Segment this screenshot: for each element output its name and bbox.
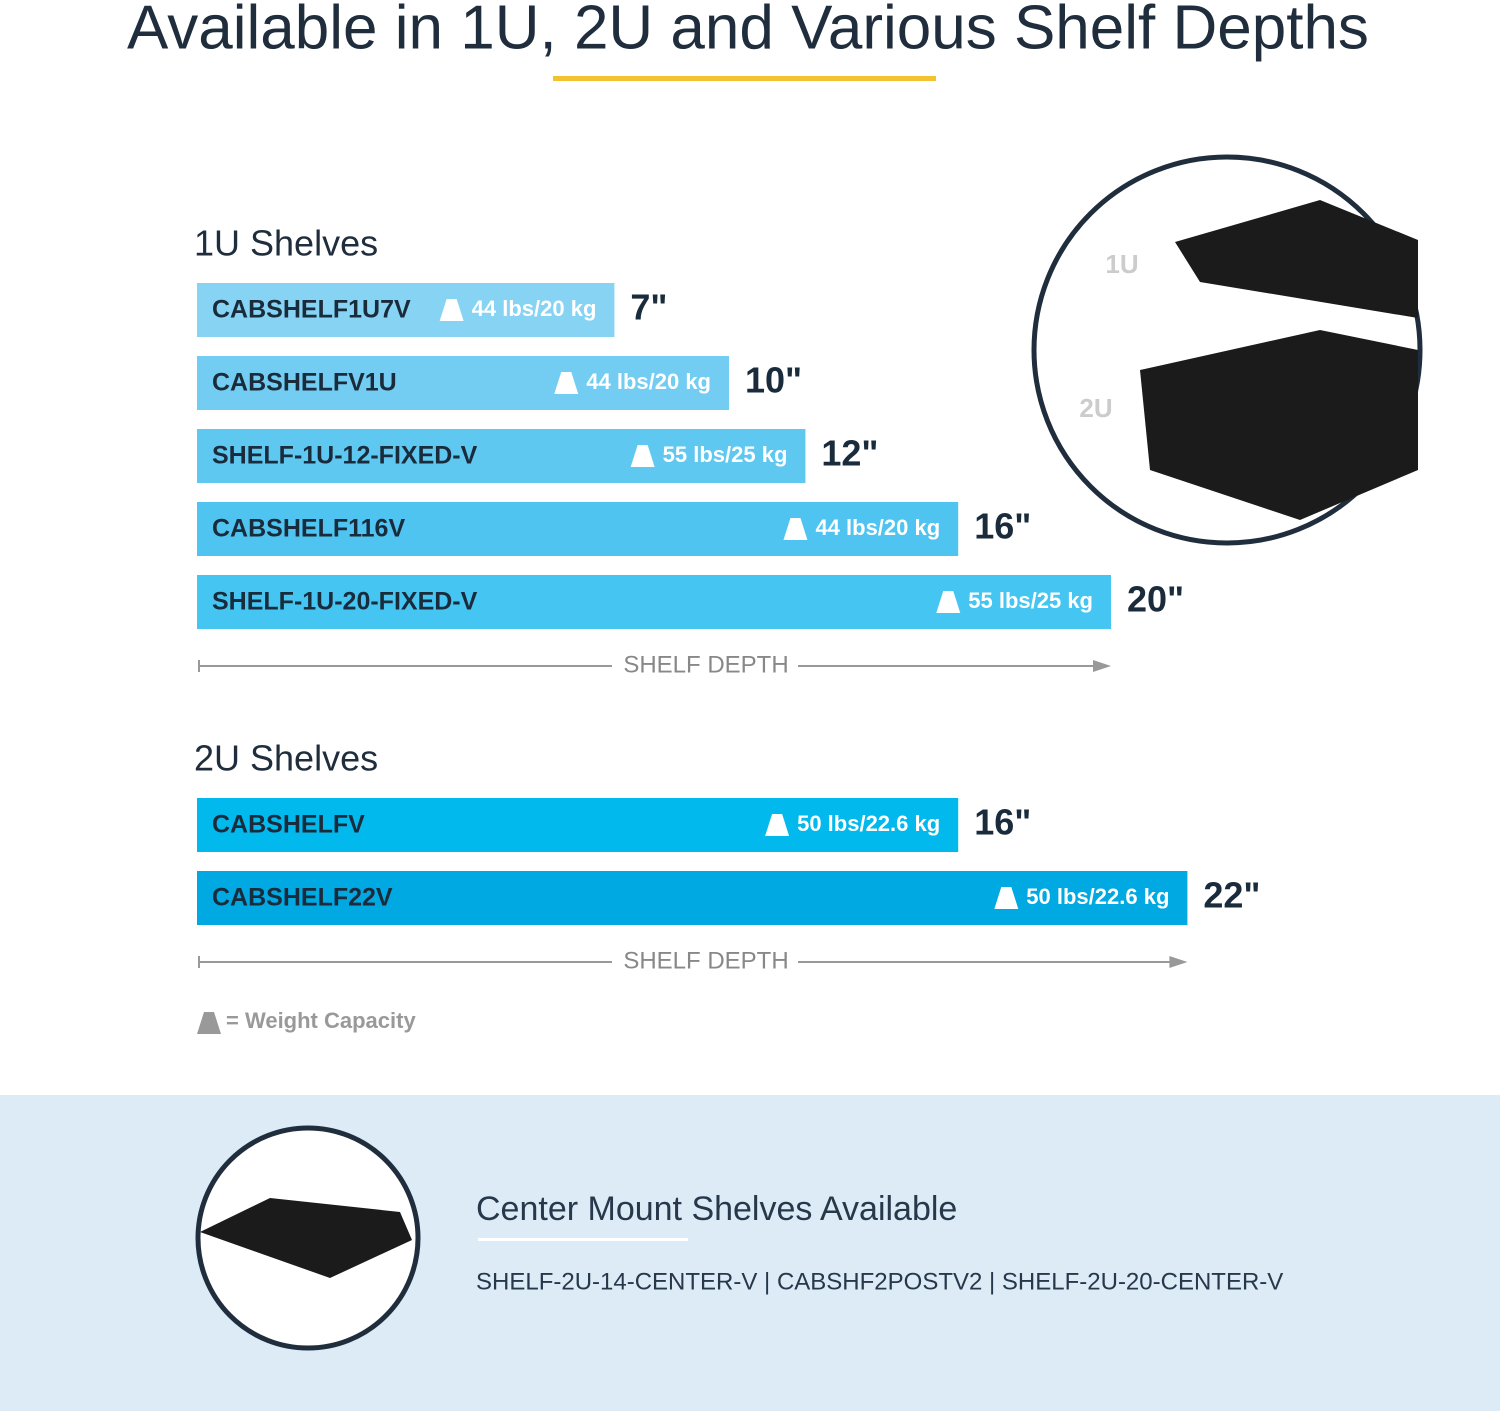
footer-models: SHELF-2U-14-CENTER-V | CABSHF2POSTV2 | S… [476,1268,1283,1295]
bar-label: SHELF-1U-12-FIXED-V [212,442,478,470]
value-label: 7" [630,287,667,328]
bar-label: CABSHELFV1U [212,369,397,397]
bar [197,429,806,483]
weight-icon [439,299,464,321]
weight-icon [197,1012,221,1034]
page-title: Available in 1U, 2U and Various Shelf De… [127,0,1369,62]
title-underline [553,76,936,81]
legend-text: = Weight Capacity [226,1008,416,1033]
weight-icon [936,591,961,613]
value-label: 12" [821,433,878,474]
value-label: 22" [1203,875,1260,916]
bar [197,283,615,337]
weight-label: 44 lbs/20 kg [472,296,597,321]
weight-icon [783,518,808,540]
image-label: 2U [1079,393,1112,423]
footer-underline [478,1238,688,1241]
bar [197,502,959,556]
weight-label: 50 lbs/22.6 kg [1026,884,1169,909]
bar-label: CABSHELF116V [212,515,405,543]
bar [197,575,1111,629]
footer-shelf [200,1198,412,1278]
weight-icon [630,445,655,467]
shelf-1u [1175,200,1418,318]
bar [197,356,729,410]
value-label: 16" [974,506,1031,547]
value-label: 16" [974,802,1031,843]
value-label: 20" [1127,579,1184,620]
weight-icon [994,887,1019,909]
weight-label: 44 lbs/20 kg [586,369,711,394]
bar [197,871,1188,925]
value-label: 10" [745,360,802,401]
weight-icon [765,814,790,836]
axis-arrow [1169,956,1188,968]
bar-label: CABSHELF22V [212,884,393,912]
weight-label: 44 lbs/20 kg [815,515,940,540]
weight-label: 55 lbs/25 kg [663,442,788,467]
weight-label: 55 lbs/25 kg [968,588,1093,613]
image-label: 1U [1105,249,1138,279]
chart-title: 2U Shelves [194,738,378,779]
weight-icon [554,372,579,394]
bar-label: CABSHELFV [212,811,365,839]
axis-arrow [1093,660,1111,672]
bar [197,798,959,852]
shelf-photo: 1U 2U [1031,154,1423,546]
weight-label: 50 lbs/22.6 kg [797,811,940,836]
footer-title: Center Mount Shelves Available [476,1190,957,1228]
axis-label: SHELF DEPTH [623,947,788,974]
shelf-2u [1140,330,1418,520]
bar-label: CABSHELF1U7V [212,296,411,324]
axis-label: SHELF DEPTH [623,651,788,678]
chart-title: 1U Shelves [194,223,378,264]
legend: = Weight Capacity [197,1008,416,1034]
bar-label: SHELF-1U-20-FIXED-V [212,588,478,616]
